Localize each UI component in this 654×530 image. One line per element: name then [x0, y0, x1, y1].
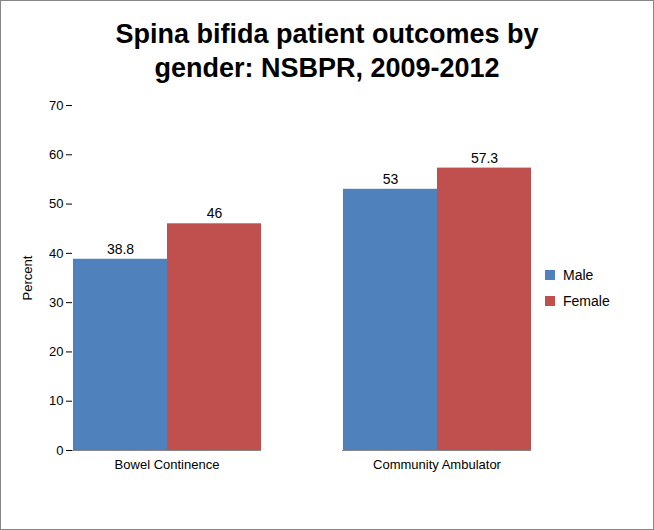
html-text:Male: Male — [563, 266, 594, 283]
svg-text:46: 46 — [207, 205, 223, 221]
svg-text:Bowel Continence: Bowel Continence — [115, 457, 220, 472]
svg-text:57.3: 57.3 — [471, 150, 498, 166]
svg-text:60: 60 — [49, 147, 63, 162]
svg-text:50: 50 — [49, 196, 63, 211]
svg-text:Percent: Percent — [20, 255, 35, 300]
svg-text:38.8: 38.8 — [107, 241, 134, 257]
svg-text:Community Ambulator: Community Ambulator — [373, 457, 502, 472]
svg-text:30: 30 — [49, 295, 63, 310]
svg-text:40: 40 — [49, 246, 63, 261]
svg-text:20: 20 — [49, 344, 63, 359]
svg-text:0: 0 — [56, 443, 63, 458]
html-text:Spina bifida patient outcomes: Spina bifida patient outcomes by gender:… — [115, 19, 539, 83]
svg-text:53: 53 — [383, 171, 399, 187]
svg-text:70: 70 — [49, 98, 63, 113]
svg-text:10: 10 — [49, 393, 63, 408]
html-text:Female: Female — [563, 292, 610, 309]
